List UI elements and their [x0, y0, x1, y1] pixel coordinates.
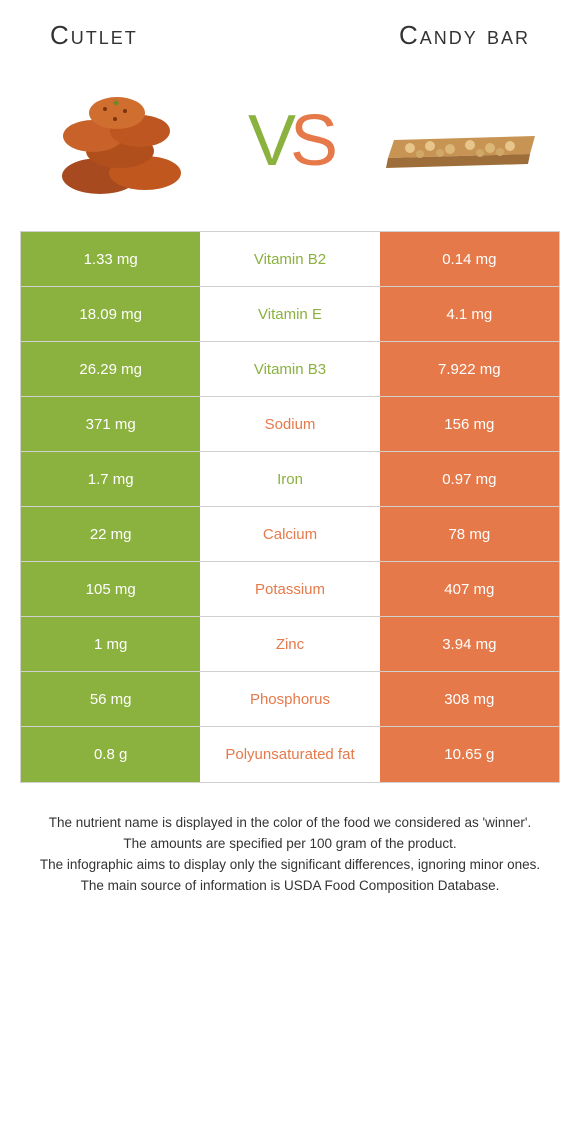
left-value: 105 mg — [21, 562, 200, 616]
right-value: 10.65 g — [380, 727, 559, 782]
left-value: 26.29 mg — [21, 342, 200, 396]
nutrient-name: Iron — [200, 452, 379, 506]
table-row: 56 mgPhosphorus308 mg — [21, 672, 559, 727]
vs-row: V S — [20, 71, 560, 231]
table-row: 1.7 mgIron0.97 mg — [21, 452, 559, 507]
left-value: 1 mg — [21, 617, 200, 671]
right-value: 7.922 mg — [380, 342, 559, 396]
vs-v: V — [248, 100, 290, 182]
footnote-line: The amounts are specified per 100 gram o… — [30, 834, 550, 855]
footnotes: The nutrient name is displayed in the co… — [20, 813, 560, 897]
right-value: 308 mg — [380, 672, 559, 726]
right-value: 0.97 mg — [380, 452, 559, 506]
left-value: 1.7 mg — [21, 452, 200, 506]
nutrient-name: Vitamin E — [200, 287, 379, 341]
footnote-line: The nutrient name is displayed in the co… — [30, 813, 550, 834]
vs-s: S — [290, 100, 332, 182]
footnote-line: The infographic aims to display only the… — [30, 855, 550, 876]
right-value: 0.14 mg — [380, 232, 559, 286]
nutrient-name: Vitamin B2 — [200, 232, 379, 286]
header: Cutlet Candy bar — [20, 20, 560, 71]
footnote-line: The main source of information is USDA F… — [30, 876, 550, 897]
left-value: 371 mg — [21, 397, 200, 451]
vs-label: V S — [248, 100, 332, 182]
nutrient-name: Potassium — [200, 562, 379, 616]
right-value: 407 mg — [380, 562, 559, 616]
right-food-title: Candy bar — [399, 20, 530, 51]
table-row: 18.09 mgVitamin E4.1 mg — [21, 287, 559, 342]
left-value: 1.33 mg — [21, 232, 200, 286]
table-row: 26.29 mgVitamin B37.922 mg — [21, 342, 559, 397]
table-row: 0.8 gPolyunsaturated fat10.65 g — [21, 727, 559, 782]
nutrient-name: Phosphorus — [200, 672, 379, 726]
table-row: 22 mgCalcium78 mg — [21, 507, 559, 562]
right-value: 4.1 mg — [380, 287, 559, 341]
nutrient-name: Sodium — [200, 397, 379, 451]
right-value: 78 mg — [380, 507, 559, 561]
table-row: 105 mgPotassium407 mg — [21, 562, 559, 617]
table-row: 371 mgSodium156 mg — [21, 397, 559, 452]
left-value: 56 mg — [21, 672, 200, 726]
left-food-title: Cutlet — [50, 20, 138, 51]
nutrient-name: Calcium — [200, 507, 379, 561]
right-value: 3.94 mg — [380, 617, 559, 671]
nutrient-name: Zinc — [200, 617, 379, 671]
table-row: 1 mgZinc3.94 mg — [21, 617, 559, 672]
candy-bar-image — [380, 81, 540, 201]
nutrient-name: Polyunsaturated fat — [200, 727, 379, 782]
left-value: 0.8 g — [21, 727, 200, 782]
right-value: 156 mg — [380, 397, 559, 451]
left-value: 22 mg — [21, 507, 200, 561]
nutrient-name: Vitamin B3 — [200, 342, 379, 396]
left-value: 18.09 mg — [21, 287, 200, 341]
cutlet-image — [40, 81, 200, 201]
nutrient-table: 1.33 mgVitamin B20.14 mg18.09 mgVitamin … — [20, 231, 560, 783]
table-row: 1.33 mgVitamin B20.14 mg — [21, 232, 559, 287]
